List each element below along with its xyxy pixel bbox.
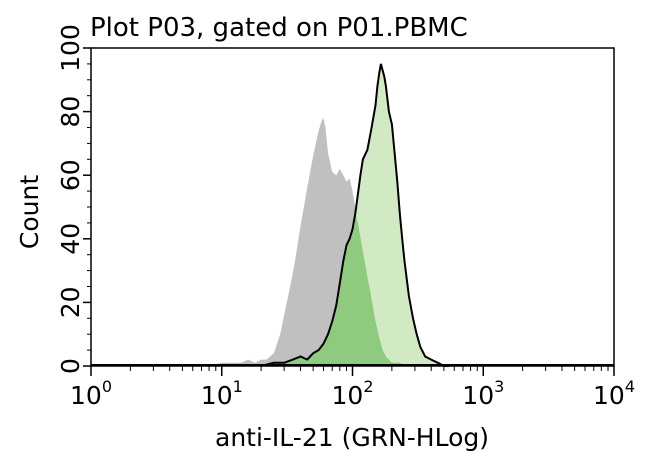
chart-title: Plot P03, gated on P01.PBMC (90, 13, 468, 43)
x-tick-label: 104 (593, 377, 635, 410)
y-tick-label: 60 (56, 159, 85, 191)
series-layer (91, 63, 614, 367)
y-tick-label: 100 (56, 24, 85, 72)
x-axis-label: anti-IL-21 (GRN-HLog) (215, 423, 489, 452)
x-tick-label: 101 (201, 377, 243, 410)
x-tick-label: 103 (462, 377, 504, 410)
y-tick-label: 80 (56, 96, 85, 128)
x-axis: 100 101 102 103 104 (70, 366, 635, 410)
overlap-fill (261, 213, 415, 366)
plot-area (90, 47, 615, 367)
series-2-outline (260, 63, 450, 367)
y-axis: 0 20 40 60 80 100 (56, 24, 91, 374)
x-tick-label: 102 (332, 377, 374, 410)
y-tick-label: 0 (56, 358, 85, 374)
x-tick-label: 100 (70, 377, 112, 410)
y-axis-label: Count (15, 175, 44, 249)
y-tick-label: 20 (56, 286, 85, 318)
y-tick-label: 40 (56, 223, 85, 255)
